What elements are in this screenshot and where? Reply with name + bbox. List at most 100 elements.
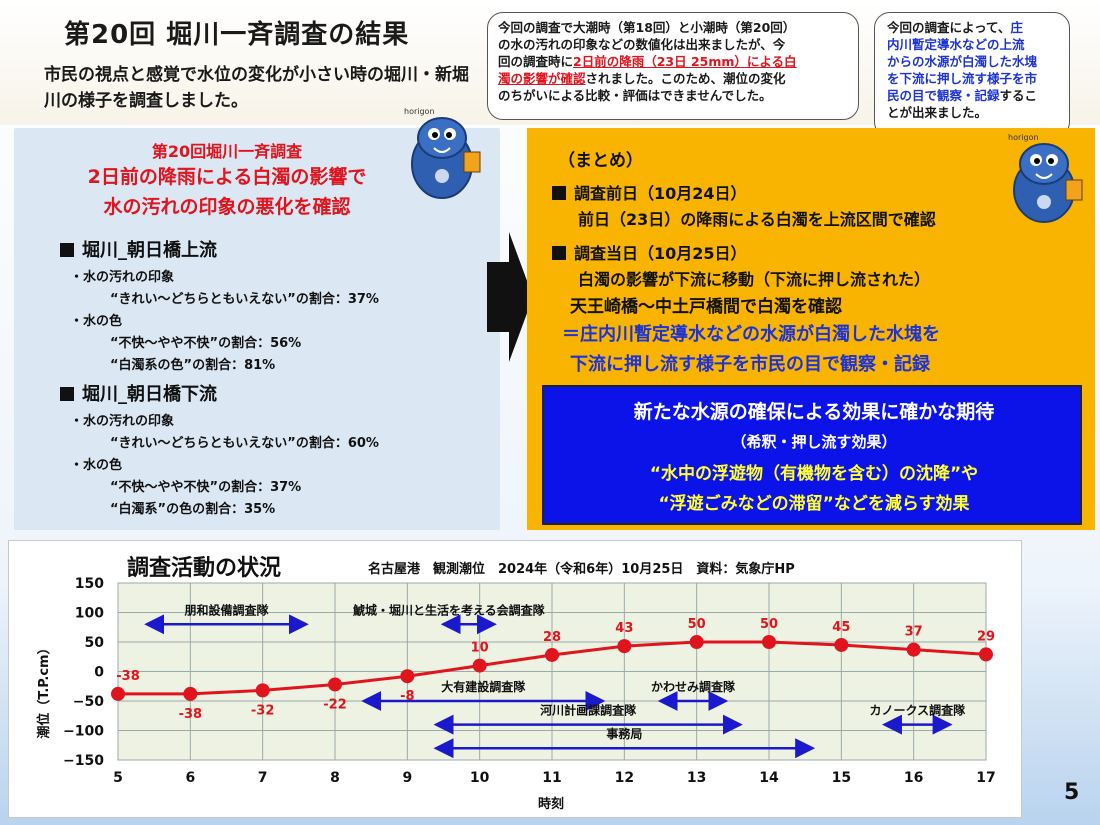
point-text: 前日（23日）の降雨による白濁を上流区間で確認	[578, 210, 936, 229]
bubble-line: のちがいによる比較・評価はできませんでした。	[498, 88, 772, 103]
mascot-label: horigon	[404, 107, 435, 116]
x-tick-label: 8	[330, 770, 340, 786]
item-value: “白濁系の色”の割合：81%	[110, 358, 276, 373]
x-tick-label: 9	[402, 770, 412, 786]
section-title-text: 堀川_朝日橋上流	[82, 240, 217, 261]
chart-subtitle: 名古屋港 観測潮位 2024年（令和6年）10月25日 資料：気象庁HP	[368, 562, 795, 577]
item-label: ・水の汚れの印象	[70, 270, 175, 285]
x-tick-label: 13	[687, 770, 706, 786]
y-tick-label: 100	[75, 606, 104, 622]
left-heading: 第20回堀川一斉調査	[151, 142, 303, 161]
square-bullet-icon	[60, 243, 74, 257]
slide-subtitle: 市民の視点と感覚で水位の変化が小さい時の堀川・新堀川の様子を調査しました。	[44, 65, 469, 111]
item-value: “不快～やや不快”の割合：37%	[110, 480, 302, 495]
x-tick-label: 17	[976, 770, 995, 786]
bubble-highlight: 庄	[1010, 20, 1023, 35]
y-tick-label: −100	[63, 724, 104, 740]
tide-data-label: 10	[471, 641, 489, 656]
bubble-text: 今回の調査によって、	[887, 20, 1011, 35]
mascot-horigon-icon: horigon	[1008, 133, 1083, 223]
point-text-highlight: ＝庄内川暫定導水などの水源が白濁した水塊を	[562, 324, 940, 345]
bubble-line: 回の調査時に2日前の降雨（23日 25mm）による白	[498, 53, 848, 70]
activity-label: かわせみ調査隊	[651, 679, 736, 694]
chart-axes: 150 100 50 0 −50 −100 −150 5 6 7 8 9 10 11 12 13 14 15 16 1…	[63, 576, 996, 786]
chart-title: 調査活動の状況	[127, 556, 282, 581]
bubble-line: 濁の影響が確認されました。このため、潮位の変化	[498, 70, 848, 87]
square-bullet-icon	[60, 387, 74, 401]
item-label: ・水の色	[70, 314, 123, 329]
bubble-line: の水の汚れの印象などの数値化は出来ましたが、今	[498, 37, 786, 52]
item-value: “不快～やや不快”の割合：56%	[110, 336, 302, 351]
tide-point	[689, 635, 704, 649]
tide-data-label: -38	[116, 669, 140, 684]
x-axis-label: 時刻	[538, 796, 564, 812]
bubble-line: とが出来ました。	[887, 105, 988, 120]
tide-data-label: 37	[905, 625, 923, 640]
tide-point	[906, 642, 921, 657]
tide-point	[472, 658, 487, 673]
left-panel: 第20回堀川一斉調査 2日前の降雨による白濁の影響で 水の汚れの印象の悪化を確認…	[14, 128, 500, 530]
x-tick-label: 12	[615, 770, 634, 786]
tide-point	[979, 647, 993, 662]
square-bullet-icon	[552, 186, 566, 200]
section-title-downstream: 堀川_朝日橋下流	[60, 380, 217, 406]
item-value: “きれい～どちらともいえない”の割合：37%	[110, 292, 379, 307]
point-text: 白濁の影響が下流に移動（下流に押し流された）	[578, 270, 931, 289]
tide-data-label: -32	[251, 703, 275, 718]
speech-bubble-result: 今回の調査によって、庄 内川暫定導水などの上流 からの水源が白濁した水塊 を下流…	[874, 12, 1070, 138]
y-tick-label: −50	[73, 694, 104, 710]
y-tick-label: 50	[85, 635, 105, 651]
activity-label: 大有建設調査隊	[441, 679, 526, 694]
tide-point	[183, 686, 198, 701]
slide-title: 第20回 堀川一斉調査の結果	[64, 20, 410, 50]
square-bullet-icon	[552, 246, 566, 260]
item-value: “白濁系”の色の割合：35%	[110, 502, 276, 517]
tide-data-label: 29	[977, 629, 995, 644]
y-tick-label: 150	[75, 576, 104, 592]
bubble-line: 民の目で観察・記録するこ	[887, 87, 1057, 104]
tide-point	[617, 639, 632, 654]
bubble-line: からの水源が白濁した水塊	[887, 54, 1038, 69]
left-heading: 水の汚れの印象の悪化を確認	[103, 196, 351, 218]
x-tick-label: 7	[258, 770, 268, 786]
point-title-text: 調査当日（10月25日）	[574, 244, 747, 263]
tide-data-label: 50	[688, 617, 706, 632]
tide-series: -38 -38 -32 -22 -8 10 28 43 50 50 45 37 29	[111, 617, 995, 722]
tide-data-label: -22	[323, 697, 347, 712]
point-text-highlight: 下流に押し流す様子を市民の目で観察・記録	[570, 354, 930, 375]
point-title: 調査前日（10月24日）	[552, 180, 747, 204]
tide-point	[762, 635, 776, 649]
bubble-line: 今回の調査によって、庄	[887, 19, 1057, 36]
expectation-effect: “浮遊ごみなどの滞留”などを減らす効果	[658, 494, 970, 514]
section-title-upstream: 堀川_朝日橋上流	[60, 236, 217, 262]
bubble-highlight: 民の目で観察・記録	[887, 88, 1000, 103]
point-title-text: 調査前日（10月24日）	[574, 184, 747, 203]
x-tick-label: 5	[113, 770, 123, 786]
tide-data-label: 50	[760, 617, 778, 632]
item-value: “きれい～どちらともいえない”の割合：60%	[110, 436, 379, 451]
item-label: ・水の汚れの印象	[70, 414, 175, 429]
bubble-line: 今回の調査で大潮時（第18回）と小潮時（第20回）	[498, 20, 796, 35]
page-number: 5	[1064, 780, 1080, 805]
activity-label: 朋和設備調査隊	[183, 602, 269, 617]
bubble-text: されました。このため、潮位の変化	[585, 71, 786, 86]
point-title: 調査当日（10月25日）	[552, 240, 747, 264]
bubble-text: 回の調査時に	[498, 54, 574, 69]
tide-point	[111, 686, 125, 701]
tide-data-label: -38	[179, 707, 203, 722]
speech-bubble-note: 今回の調査で大潮時（第18回）と小潮時（第20回） の水の汚れの印象などの数値化…	[487, 12, 859, 120]
activity-label: カノークス調査隊	[869, 703, 966, 718]
mascot-label: horigon	[1008, 133, 1039, 142]
bubble-line: 内川暫定導水などの上流	[887, 37, 1025, 52]
tide-data-label: 28	[543, 630, 561, 645]
left-heading: 2日前の降雨による白濁の影響で	[87, 166, 367, 188]
expectation-box: 新たな水源の確保による効果に確かな期待 （希釈・押し流す効果） “水中の浮遊物（…	[542, 385, 1082, 525]
tide-point	[255, 683, 270, 698]
tide-point	[328, 677, 342, 692]
bubble-highlight: 2日前の降雨（23日 25mm）による白	[573, 54, 797, 69]
point-text: 天王崎橋～中土戸橋間で白濁を確認	[570, 297, 842, 317]
x-tick-label: 15	[832, 770, 851, 786]
bubble-line: を下流に押し流す様子を市	[887, 71, 1038, 86]
